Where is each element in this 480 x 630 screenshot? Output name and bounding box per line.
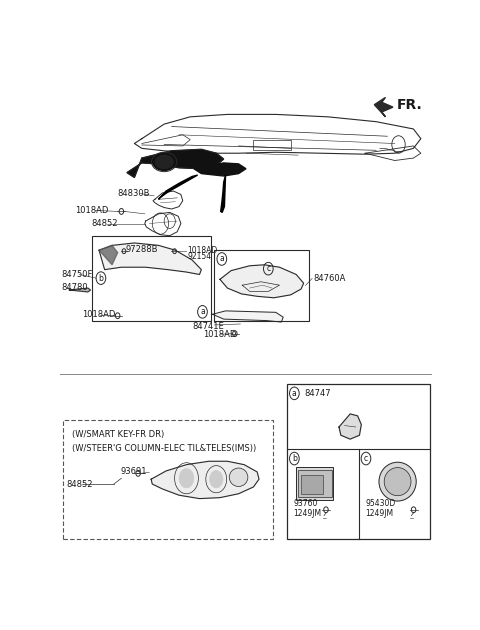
Bar: [296, 467, 334, 500]
Bar: [253, 140, 290, 151]
Text: FR.: FR.: [396, 98, 422, 112]
Text: 93691: 93691: [120, 467, 147, 476]
Text: a: a: [219, 255, 224, 263]
Bar: [301, 475, 324, 495]
Text: 84780: 84780: [62, 283, 88, 292]
Bar: [287, 384, 430, 539]
Polygon shape: [194, 163, 246, 176]
Text: 84830B: 84830B: [118, 189, 150, 198]
Bar: [63, 420, 273, 539]
Text: (W/SMART KEY-FR DR): (W/SMART KEY-FR DR): [72, 430, 165, 439]
Text: 92154: 92154: [187, 252, 211, 261]
Text: 84852: 84852: [92, 219, 118, 228]
Text: 1018AD: 1018AD: [203, 329, 237, 339]
Text: 93760: 93760: [294, 500, 318, 508]
Ellipse shape: [384, 467, 411, 496]
Text: 1018AD: 1018AD: [75, 206, 108, 215]
Ellipse shape: [229, 468, 248, 486]
Circle shape: [179, 469, 194, 488]
Polygon shape: [99, 243, 202, 275]
Text: 84747: 84747: [305, 389, 331, 398]
Text: b: b: [292, 454, 297, 463]
Text: 84852: 84852: [67, 479, 93, 488]
Ellipse shape: [379, 462, 416, 501]
Polygon shape: [213, 311, 283, 322]
Text: c: c: [266, 264, 270, 273]
Text: 84750F: 84750F: [62, 270, 93, 279]
Text: a: a: [292, 389, 297, 398]
Circle shape: [210, 471, 223, 488]
Polygon shape: [127, 149, 224, 178]
Polygon shape: [69, 288, 91, 292]
Text: 95430D: 95430D: [365, 500, 396, 508]
Text: 1249JM: 1249JM: [294, 509, 322, 518]
Text: (W/STEER'G COLUMN-ELEC TIL&TELES(IMS)): (W/STEER'G COLUMN-ELEC TIL&TELES(IMS)): [72, 444, 256, 453]
Text: 97288B: 97288B: [125, 245, 157, 254]
Bar: [298, 470, 332, 497]
Text: a: a: [200, 307, 205, 316]
Ellipse shape: [155, 155, 174, 169]
Polygon shape: [99, 245, 118, 265]
Bar: [215, 250, 309, 321]
Text: 1018AD: 1018AD: [187, 246, 217, 255]
Text: b: b: [98, 273, 103, 283]
Polygon shape: [220, 265, 304, 298]
Polygon shape: [339, 414, 361, 439]
Text: 84741E: 84741E: [192, 322, 224, 331]
Text: 84760A: 84760A: [313, 274, 345, 283]
Ellipse shape: [152, 152, 176, 171]
Polygon shape: [158, 175, 198, 199]
Polygon shape: [221, 175, 226, 212]
Text: c: c: [364, 454, 368, 463]
Text: 1018AD: 1018AD: [83, 310, 116, 319]
Polygon shape: [374, 98, 393, 117]
Text: 1249JM: 1249JM: [365, 509, 393, 518]
Polygon shape: [151, 461, 259, 498]
Bar: [92, 236, 211, 321]
